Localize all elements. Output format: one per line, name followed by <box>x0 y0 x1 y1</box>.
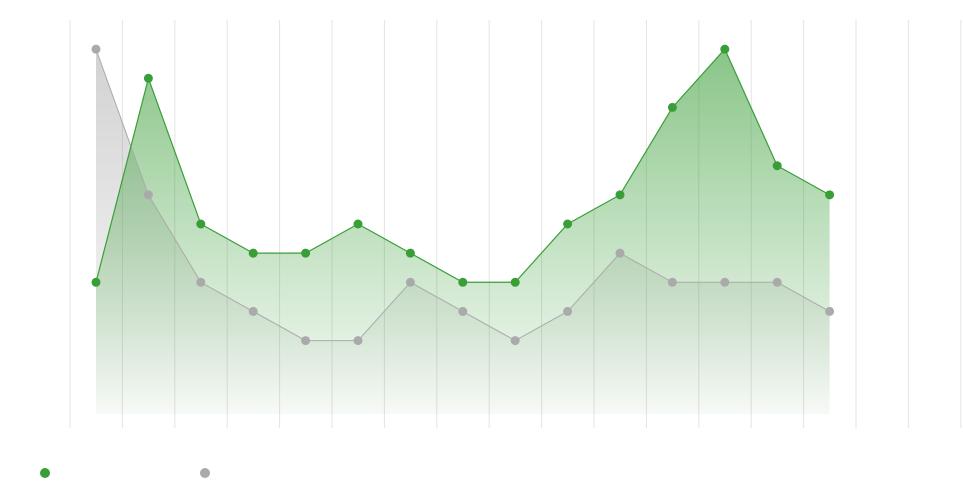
series-2-point[interactable] <box>353 336 363 346</box>
legend-item-series-1[interactable] <box>40 468 200 478</box>
series-2-point[interactable] <box>825 306 835 316</box>
series-2-point[interactable] <box>563 306 573 316</box>
series-1-point[interactable] <box>91 277 101 287</box>
series-1-area <box>96 49 830 415</box>
series-1-point[interactable] <box>720 44 730 54</box>
legend-marker-series-1 <box>40 468 50 478</box>
series-2-point[interactable] <box>720 277 730 287</box>
series-1-point[interactable] <box>772 161 782 171</box>
series-1-point[interactable] <box>825 190 835 200</box>
series-2-point[interactable] <box>772 277 782 287</box>
series-points <box>91 44 835 346</box>
series-2-point[interactable] <box>510 336 520 346</box>
series-1-point[interactable] <box>563 219 573 229</box>
series-1-point[interactable] <box>143 73 153 83</box>
series-1-point[interactable] <box>510 277 520 287</box>
series-1-point[interactable] <box>615 190 625 200</box>
series-2-point[interactable] <box>248 306 258 316</box>
series-1-point[interactable] <box>248 248 258 258</box>
series-1-point[interactable] <box>353 219 363 229</box>
series-1-point[interactable] <box>667 102 677 112</box>
legend <box>40 468 216 478</box>
series-2-point[interactable] <box>196 277 206 287</box>
series-1-point[interactable] <box>458 277 468 287</box>
series-1-point[interactable] <box>196 219 206 229</box>
series-2-point[interactable] <box>301 336 311 346</box>
series-2-point[interactable] <box>91 44 101 54</box>
series-2-point[interactable] <box>615 248 625 258</box>
series-1-point[interactable] <box>301 248 311 258</box>
series-1-point[interactable] <box>405 248 415 258</box>
legend-item-series-2[interactable] <box>200 468 216 478</box>
series-areas <box>96 49 830 415</box>
legend-marker-series-2 <box>200 468 210 478</box>
series-2-point[interactable] <box>143 190 153 200</box>
series-2-point[interactable] <box>458 306 468 316</box>
series-2-point[interactable] <box>667 277 677 287</box>
series-2-point[interactable] <box>405 277 415 287</box>
